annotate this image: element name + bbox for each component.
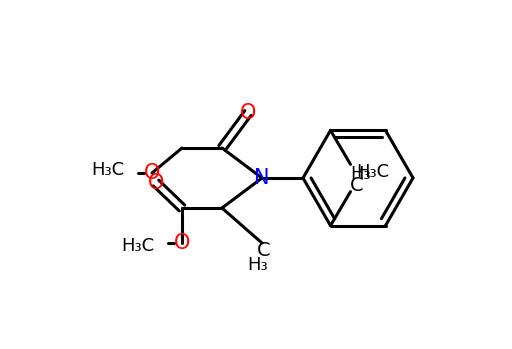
Text: O: O xyxy=(148,173,164,193)
Text: C: C xyxy=(257,242,271,260)
Text: H₃C: H₃C xyxy=(121,237,154,255)
Text: H₃C: H₃C xyxy=(91,161,124,179)
Text: H₃: H₃ xyxy=(350,165,371,183)
Text: H₃: H₃ xyxy=(248,256,268,274)
Text: O: O xyxy=(174,233,190,253)
Text: N: N xyxy=(254,168,270,188)
Text: O: O xyxy=(144,163,160,183)
Text: O: O xyxy=(240,103,256,123)
Text: H₃C: H₃C xyxy=(356,163,389,181)
Text: C: C xyxy=(350,176,364,195)
